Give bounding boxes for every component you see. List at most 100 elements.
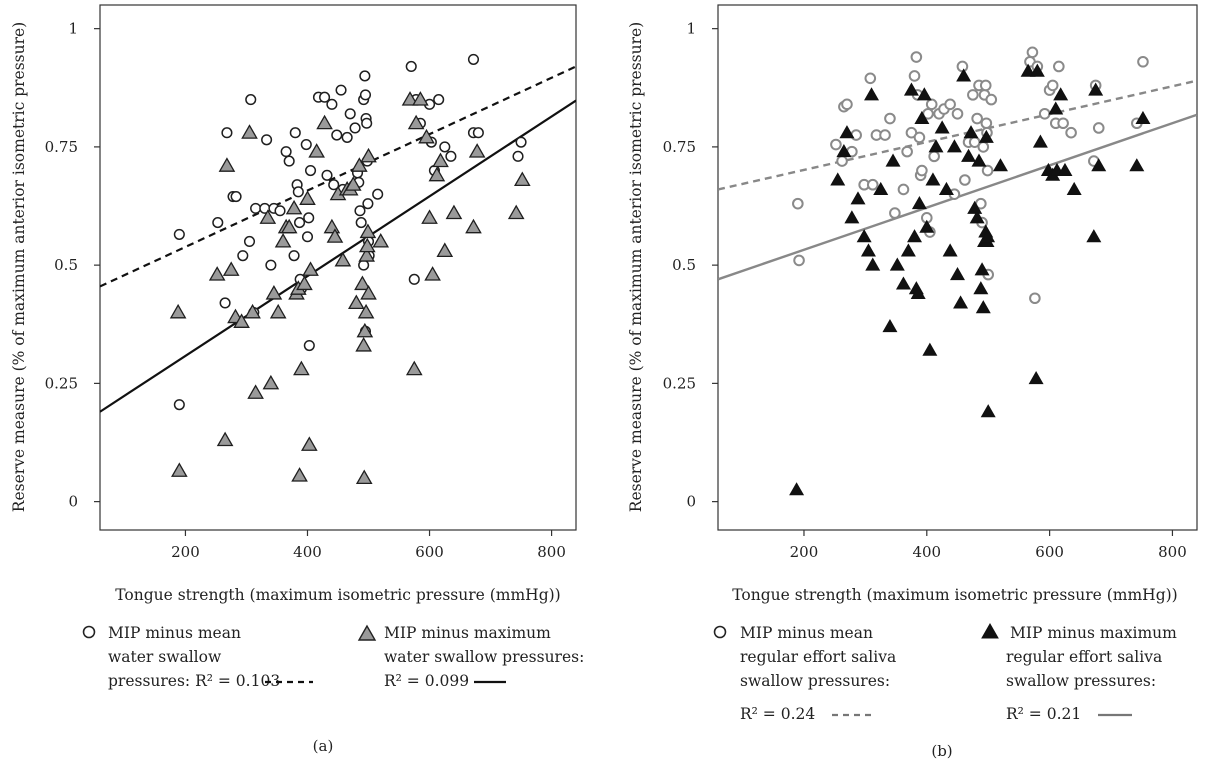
triangle-point-b-64 [1135,110,1151,125]
triangle-point-b-20 [911,196,927,210]
triangle-point-a-39 [355,337,372,352]
circle-point-a-36 [331,129,343,141]
circle-point-a-27 [301,231,314,243]
triangle-point-a-26 [302,261,319,276]
circle-point-a-2 [212,217,224,229]
trend-line-a-dashed [100,65,576,288]
circle-point-b-14 [889,207,901,219]
triangle-point-b-55 [1048,101,1064,115]
y-tick-label-b-3: 0.75 [663,138,696,156]
circle-point-a-45 [355,217,367,229]
triangle-point-b-59 [1066,181,1082,195]
circle-point-b-53 [1029,292,1041,305]
points-b [789,46,1151,496]
x-axis-label-a: Tongue strength (maximum isometric press… [115,586,560,604]
triangle-point-a-40 [355,469,373,485]
points-a [169,53,531,485]
circle-point-b-60 [1057,117,1069,130]
triangle-point-b-26 [928,139,944,153]
triangle-point-a-35 [344,176,362,191]
x-tick-label-b-1: 400 [912,543,941,561]
triangle-point-a-47 [360,285,377,300]
panel-a: 200 400 600 800 0 0.25 0.5 0.75 1 Tongue strengt… [10,4,584,755]
triangle-point-b-8 [864,87,880,101]
triangle-point-b-19 [910,285,926,300]
y-tick-label-a-3: 0.75 [45,138,78,156]
triangle-point-a-11 [259,209,277,224]
triangle-point-a-55 [424,266,441,281]
circle-point-a-56 [358,259,370,271]
x-tick-label-b-2: 600 [1035,543,1064,561]
triangle-point-b-50 [1028,371,1044,385]
panel-label-a: (a) [313,737,334,755]
circle-point-b-59 [1053,60,1065,73]
triangle-point-b-57 [1053,87,1069,101]
triangle-point-b-58 [1057,162,1073,177]
triangle-point-a-59 [445,204,463,220]
triangle-point-a-58 [436,242,454,257]
triangle-point-a-41 [356,322,374,338]
triangle-point-a-22 [293,360,310,376]
triangle-point-b-4 [844,210,860,224]
circle-point-b-18 [908,70,921,82]
y-tick-label-a-4: 1 [68,20,78,38]
circle-point-a-58 [405,60,417,73]
legend-b-s1-line3: swallow pressures: [740,672,890,690]
triangle-point-a-14 [269,303,287,319]
circle-point-b-64 [1092,122,1105,134]
y-axis-label-a: Reserve measure (% of maximum anterior i… [10,22,28,512]
triangle-point-a-18 [285,199,303,215]
triangle-point-a-57 [432,152,449,168]
circle-point-a-66 [439,141,451,153]
legend-b-s2-line1: MIP minus maximum [1010,624,1177,642]
triangle-point-a-49 [401,91,419,106]
circle-point-b-43 [977,141,990,153]
circle-point-b-57 [1046,79,1059,92]
triangle-point-a-52 [412,91,429,106]
triangle-point-a-17 [280,218,298,234]
triangle-point-a-2 [208,266,226,281]
circle-point-a-13 [261,134,273,146]
legend-a-s1-line3: pressures: R² = 0.103 [108,672,280,690]
circle-point-a-29 [303,339,315,352]
triangle-point-b-25 [925,172,941,186]
circle-point-b-48 [981,164,994,177]
triangle-point-a-29 [323,218,341,234]
triangle-point-a-45 [359,223,377,239]
circle-point-a-67 [445,150,457,162]
circle-point-b-33 [951,107,964,120]
circle-point-b-50 [985,93,998,106]
triangle-point-b-30 [946,139,962,153]
triangle-point-a-3 [216,431,234,447]
y-axis-label-b: Reserve measure (% of maximum anterior i… [627,22,645,512]
triangle-point-b-24 [922,342,938,356]
triangle-point-b-13 [889,257,905,271]
circle-point-b-34 [956,60,969,73]
circle-point-b-16 [901,145,913,158]
triangle-point-a-38 [354,275,371,291]
circle-point-a-72 [515,136,527,148]
triangle-point-b-49 [1020,63,1036,77]
triangle-point-b-52 [1032,134,1048,148]
legend-b: MIP minus mean regular effort saliva swa… [713,622,1177,723]
triangle-point-a-0 [169,303,187,319]
triangle-point-a-44 [358,237,376,253]
triangle-point-b-31 [950,266,965,281]
triangle-point-b-34 [961,148,977,162]
circle-point-a-39 [341,131,353,143]
triangle-point-b-27 [934,120,950,134]
ticks-a: 200 400 600 800 0 0.25 0.5 0.75 1 [45,20,566,561]
legend-a: MIP minus mean water swallow pressures: … [82,624,584,690]
circle-point-a-11 [250,202,262,214]
triangle-point-b-46 [980,229,996,243]
triangle-point-a-27 [308,143,325,158]
triangle-point-a-62 [507,204,525,220]
triangle-point-b-32 [953,295,969,309]
circle-point-b-9 [864,72,877,85]
trend-line-a-solid [100,99,576,413]
triangle-point-a-1 [171,462,188,477]
circle-point-a-44 [354,205,366,217]
circle-point-a-6 [230,191,242,203]
circle-point-b-3 [836,155,848,167]
